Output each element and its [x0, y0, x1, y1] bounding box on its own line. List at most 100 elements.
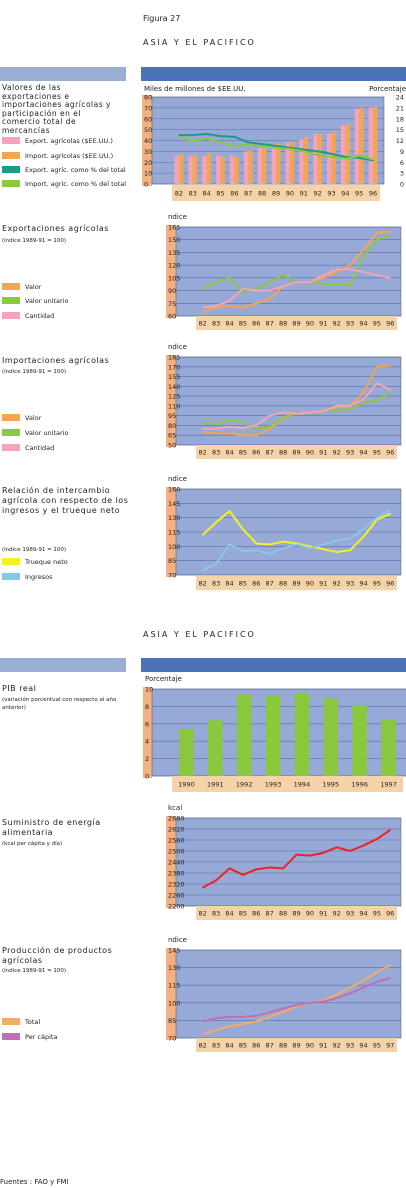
y-tick-label: 170 — [168, 363, 180, 371]
y-tick-label: 2440 — [168, 859, 185, 867]
legend-label: Export. agríc. como % del total — [25, 166, 126, 174]
legend-item: Cantidad — [2, 444, 54, 452]
x-tick-label: 84 — [225, 1042, 233, 1050]
legend-item: Trueque neto — [2, 558, 68, 566]
x-label-bar — [196, 1038, 397, 1052]
data-point — [192, 134, 194, 136]
x-tick-label: 93 — [346, 580, 354, 588]
y-tick-label: 10 — [145, 686, 153, 694]
data-point — [330, 156, 333, 158]
data-point — [242, 306, 244, 309]
x-tick-label: 87 — [266, 910, 274, 918]
data-point — [247, 141, 249, 143]
axis-strip — [143, 687, 152, 778]
data-point — [309, 854, 311, 857]
legend-label: Cantidad — [25, 312, 55, 320]
bar — [345, 124, 350, 184]
x-tick-label: 87 — [266, 449, 274, 457]
x-tick-label: 83 — [189, 190, 197, 198]
data-point — [228, 432, 231, 434]
data-point — [372, 158, 374, 160]
y-axis-label: ndice — [168, 213, 187, 221]
bar — [216, 155, 221, 184]
data-point — [282, 540, 284, 543]
data-point — [362, 402, 365, 404]
bar — [331, 132, 336, 184]
data-point — [336, 540, 338, 542]
x-tick-label: 84 — [203, 190, 211, 198]
x-tick-label: 93 — [346, 1042, 354, 1050]
legend-label: Total — [25, 1018, 41, 1026]
y2-tick-label: 15 — [396, 126, 404, 134]
data-point — [336, 271, 338, 273]
y2-tick-label: 0 — [400, 181, 404, 189]
y-tick-label: 155 — [168, 373, 180, 381]
x-tick-label: 94 — [359, 449, 367, 457]
data-point — [362, 979, 365, 982]
x-tick-label: 95 — [373, 1042, 381, 1050]
x-tick-label: 91 — [319, 580, 327, 588]
data-point — [349, 538, 351, 540]
data-point — [261, 143, 263, 145]
legend-swatch — [2, 1033, 20, 1040]
data-point — [219, 135, 222, 137]
data-point — [242, 288, 244, 290]
figure-label: Figura 27 — [143, 14, 181, 23]
data-point — [349, 408, 351, 410]
bar — [265, 695, 281, 776]
x-tick-label: 82 — [199, 449, 207, 457]
data-point — [289, 148, 291, 150]
y-tick-label: 30 — [144, 148, 152, 156]
legend-item: Export. agríc. como % del total — [2, 166, 126, 174]
y-tick-label: 2380 — [168, 870, 185, 878]
data-point — [202, 1033, 204, 1036]
data-point — [242, 427, 244, 429]
x-tick-label: 90 — [306, 910, 314, 918]
legend-swatch — [2, 180, 20, 187]
y-axis-label: Miles de millones de $EE.UU. — [144, 85, 246, 93]
data-point — [336, 268, 338, 270]
data-point — [317, 150, 319, 152]
x-tick-label: 89 — [292, 449, 300, 457]
data-point — [202, 306, 204, 309]
data-point — [336, 405, 338, 407]
x-tick-label: 92 — [313, 190, 321, 198]
y-tick-label: 115 — [168, 982, 180, 990]
y2-axis-label: Porcentaje — [369, 85, 406, 93]
data-point — [295, 854, 298, 856]
data-point — [362, 398, 365, 400]
x-tick-label: 89 — [292, 1042, 300, 1050]
bar — [352, 705, 367, 776]
data-point — [242, 550, 244, 552]
chart-subtitle: (kcal per cápita y día) — [2, 841, 63, 847]
bar — [373, 106, 378, 184]
y-tick-label: 50 — [168, 442, 176, 450]
y2-tick-label: 9 — [400, 148, 404, 156]
data-point — [344, 156, 346, 158]
bar — [243, 151, 249, 184]
bar — [299, 139, 304, 184]
y-tick-label: 70 — [168, 1035, 176, 1043]
bar — [327, 133, 332, 184]
x-tick-label: 89 — [292, 580, 300, 588]
legend-swatch — [2, 283, 20, 290]
x-label-bar — [196, 316, 397, 330]
legend-item: Total — [2, 1018, 40, 1026]
data-point — [362, 844, 365, 847]
data-point — [282, 417, 284, 419]
legend-item: Valor unitario — [2, 297, 68, 305]
x-tick-label: 1994 — [294, 781, 311, 789]
chart-subtitle: (índice 1989-91 = 100) — [2, 968, 67, 974]
y2-tick-label: 3 — [400, 170, 404, 178]
x-tick-label: 85 — [239, 580, 247, 588]
data-point — [255, 1015, 257, 1017]
section-band-left — [0, 67, 126, 81]
y-tick-label: 160 — [168, 486, 180, 494]
x-tick-label: 92 — [333, 320, 341, 328]
y-tick-label: 20 — [144, 159, 152, 167]
x-tick-label: 87 — [266, 320, 274, 328]
y-tick-label: 4 — [145, 738, 149, 746]
bar — [174, 155, 179, 184]
y-tick-label: 120 — [168, 262, 180, 270]
